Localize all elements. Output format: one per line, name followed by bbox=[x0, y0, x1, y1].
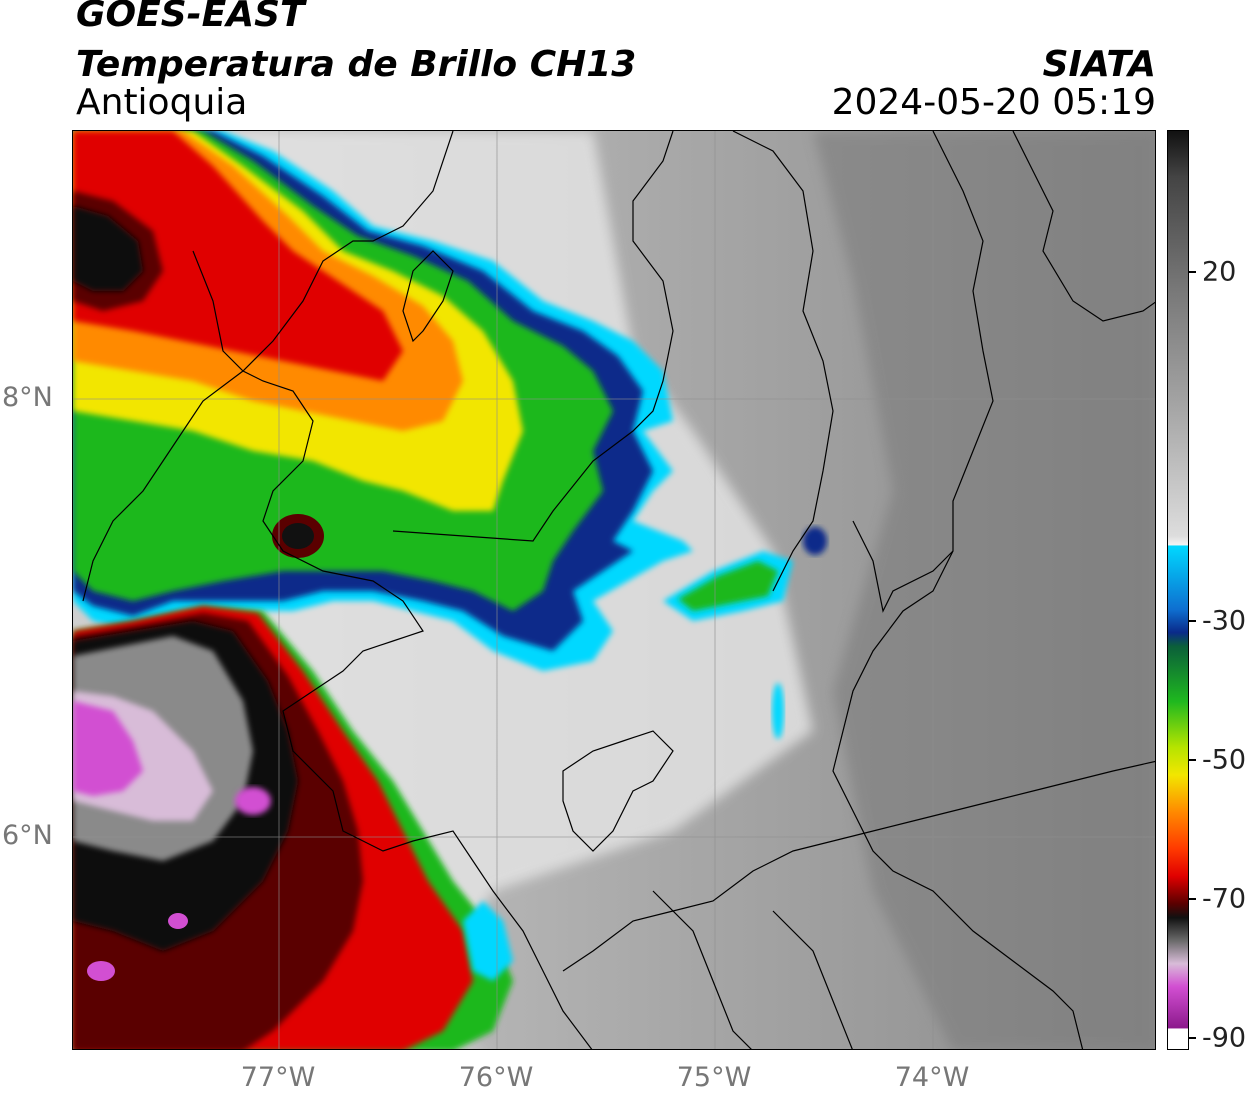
lon-tick-76w: 76°W bbox=[458, 1062, 534, 1093]
lat-tick-6n: 6°N bbox=[2, 820, 53, 851]
storm-east-fragments bbox=[663, 527, 827, 739]
lon-tick-77w: 77°W bbox=[240, 1062, 316, 1093]
storm-southwest bbox=[73, 606, 513, 1049]
timestamp-label: 2024-05-20 05:19 bbox=[831, 82, 1156, 123]
boundaries bbox=[82, 131, 1155, 1049]
organization-label: SIATA bbox=[1042, 44, 1156, 85]
graticule bbox=[73, 131, 1155, 1049]
colorbar-label-minus50: -50 bbox=[1202, 744, 1247, 776]
satellite-title: GOES-EAST bbox=[76, 0, 305, 35]
product-title: Temperatura de Brillo CH13 bbox=[76, 44, 637, 85]
lat-tick-8n: 8°N bbox=[2, 382, 53, 413]
storm-north bbox=[73, 131, 693, 671]
colorbar-tick-20 bbox=[1189, 271, 1196, 273]
colorbar bbox=[1167, 130, 1189, 1050]
colorbar-label-minus70: -70 bbox=[1202, 883, 1247, 915]
satellite-map bbox=[72, 130, 1156, 1050]
colorbar-tick-minus70 bbox=[1189, 898, 1196, 900]
lon-tick-74w: 74°W bbox=[894, 1062, 970, 1093]
lon-tick-75w: 75°W bbox=[676, 1062, 752, 1093]
colorbar-label-20: 20 bbox=[1202, 256, 1237, 288]
colorbar-gradient bbox=[1168, 131, 1188, 1049]
southern-blue-fringe bbox=[463, 901, 513, 981]
colorbar-tick-minus30 bbox=[1189, 620, 1196, 622]
east-dark-area bbox=[813, 131, 1155, 1049]
colorbar-tick-minus90 bbox=[1189, 1037, 1196, 1039]
colorbar-label-minus90: -90 bbox=[1202, 1022, 1247, 1054]
colorbar-tick-minus50 bbox=[1189, 759, 1196, 761]
map-canvas bbox=[73, 131, 1155, 1049]
region-label: Antioquia bbox=[76, 82, 248, 123]
colorbar-label-minus30: -30 bbox=[1202, 605, 1247, 637]
